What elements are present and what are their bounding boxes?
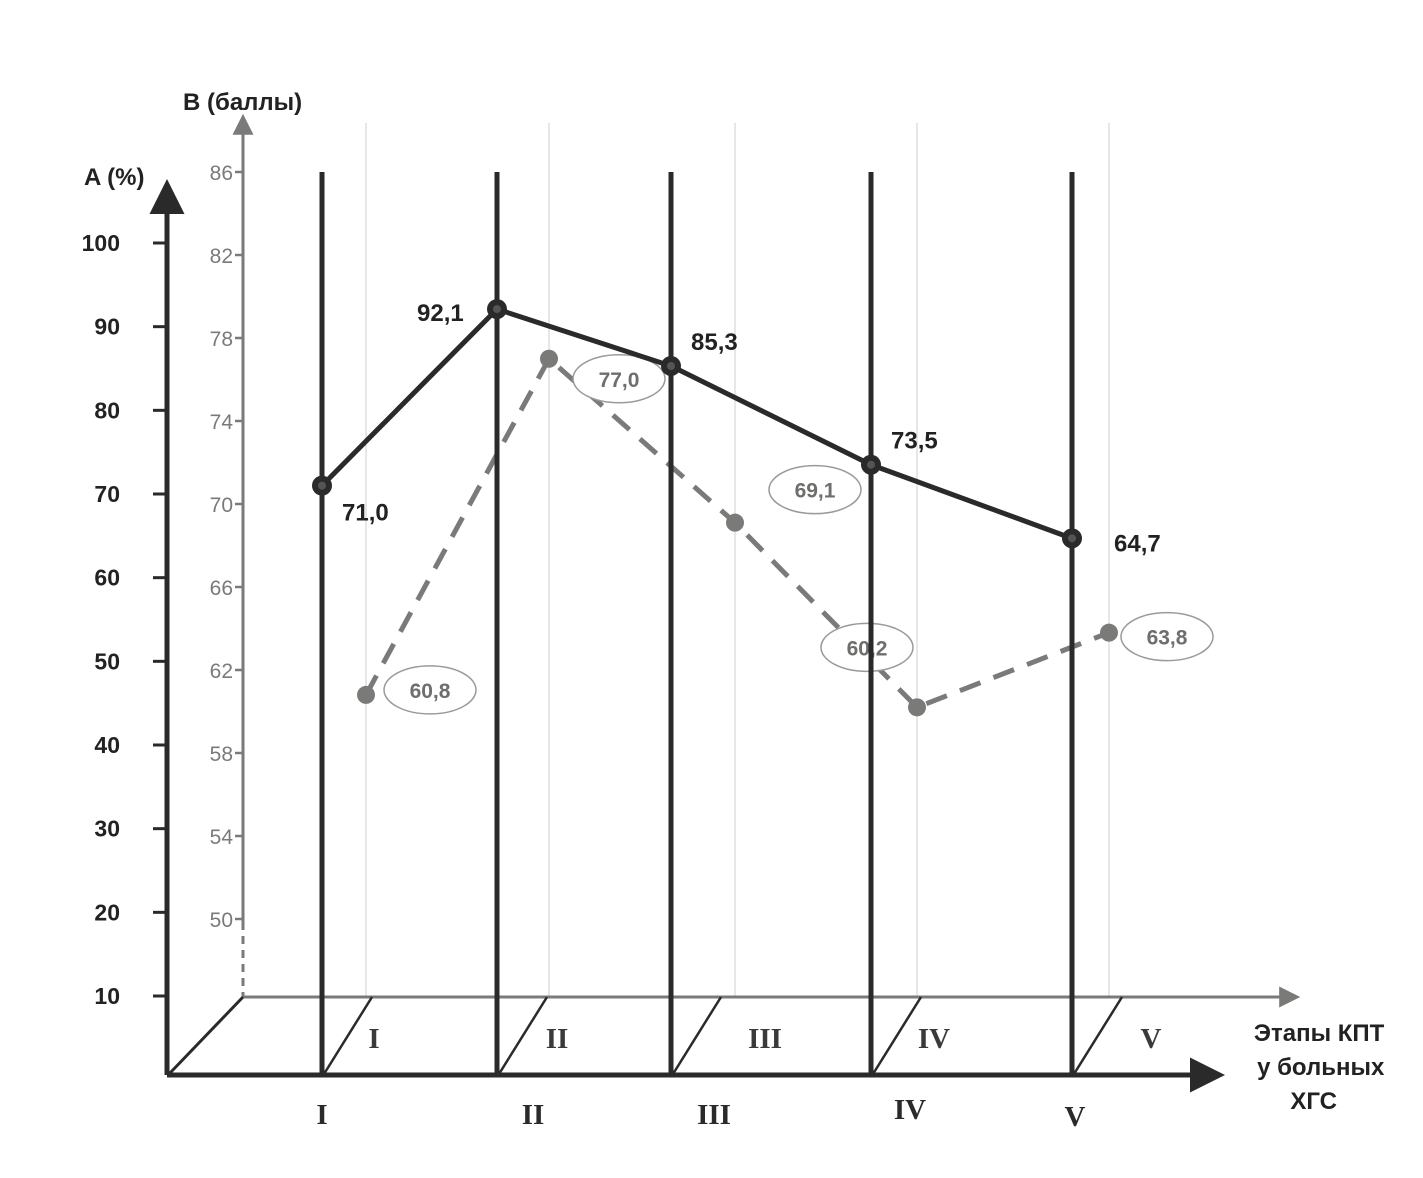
series-b-point [357,685,375,704]
series-a-point-center [318,481,326,490]
x-axis-title-line-3: ХГС [1290,1088,1337,1115]
series-b-data-label: 77,0 [599,369,640,392]
front-stage-label: III [697,1099,731,1131]
tick-a-label: 30 [94,816,120,842]
series-a-data-label: 73,5 [891,428,938,455]
series-a-data-label: 92,1 [417,300,464,327]
front-stage-label: I [316,1099,327,1131]
series-a-data-label: 64,7 [1114,530,1161,557]
tick-b-label: 70 [210,494,233,517]
series-b-label-bubble [572,354,666,404]
x-axis-title-line-2: у больных [1257,1054,1385,1081]
series-b-label-bubble [383,665,477,715]
series-a-point-center [1068,534,1076,543]
back-stage-label: V [1141,1023,1162,1055]
series-b-data-label: 63,8 [1147,627,1188,650]
series-b-label-bubble [820,622,914,673]
axis-b-title: B (баллы) [183,89,302,116]
series-a-point-center [867,460,875,469]
tick-a-label: 50 [94,648,120,674]
back-stage-label: I [368,1023,379,1055]
series-b-data-label: 60,8 [410,680,451,703]
front-stage-label: II [522,1099,545,1131]
x-axis-title: Этапы КПТ у больных ХГС [1254,1020,1391,1115]
tick-b-label: 74 [210,411,234,434]
floor-diagonal [871,996,923,1075]
series-a-data-label: 85,3 [691,329,738,356]
floor-diagonal [322,996,374,1075]
tick-a-label: 10 [94,983,120,1009]
front-stage-label: V [1065,1101,1086,1133]
tick-b-label: 54 [210,826,234,849]
series-b-line [363,356,1110,710]
front-stage-label: IV [894,1094,926,1126]
tick-b-label: 58 [210,743,233,766]
tick-b-label: 78 [210,328,233,351]
tick-b-label: 82 [210,245,233,268]
series-b-point [1100,623,1118,642]
tick-a-label: 100 [82,230,120,256]
series-b-data-label: 60,2 [847,637,888,660]
tick-b-label: 86 [210,162,233,185]
tick-b-label: 66 [210,577,233,600]
tick-a-label: 40 [94,732,120,758]
series-b-point [908,698,926,717]
x-axis-title-line-1: Этапы КПТ [1254,1020,1385,1047]
tick-a-label: 80 [94,397,120,423]
floor-diagonal [1072,996,1124,1075]
tick-b-label: 50 [210,909,233,932]
axis-a-title: A (%) [84,164,144,191]
series-b-label-bubble [768,464,862,515]
series-b-point [726,513,744,532]
series-a-data-label: 71,0 [342,500,389,527]
tick-a-label: 60 [94,565,120,591]
tick-a-label: 20 [94,899,120,925]
tick-a-label: 70 [94,481,120,507]
series-b-label-bubble [1120,611,1214,662]
floor-diagonal [497,996,549,1075]
series-b-data-label: 69,1 [795,480,836,503]
series-a-point-center [667,361,675,370]
tick-b-label: 62 [210,660,233,683]
back-stage-label: IV [918,1023,950,1055]
floor-diagonal [671,996,723,1075]
tick-a-label: 90 [94,314,120,340]
series-b-point [540,349,558,368]
back-stage-label: II [546,1023,569,1055]
series-a-point-center [493,305,501,314]
back-stage-label: III [748,1023,782,1055]
floor-diagonal [168,995,245,1075]
